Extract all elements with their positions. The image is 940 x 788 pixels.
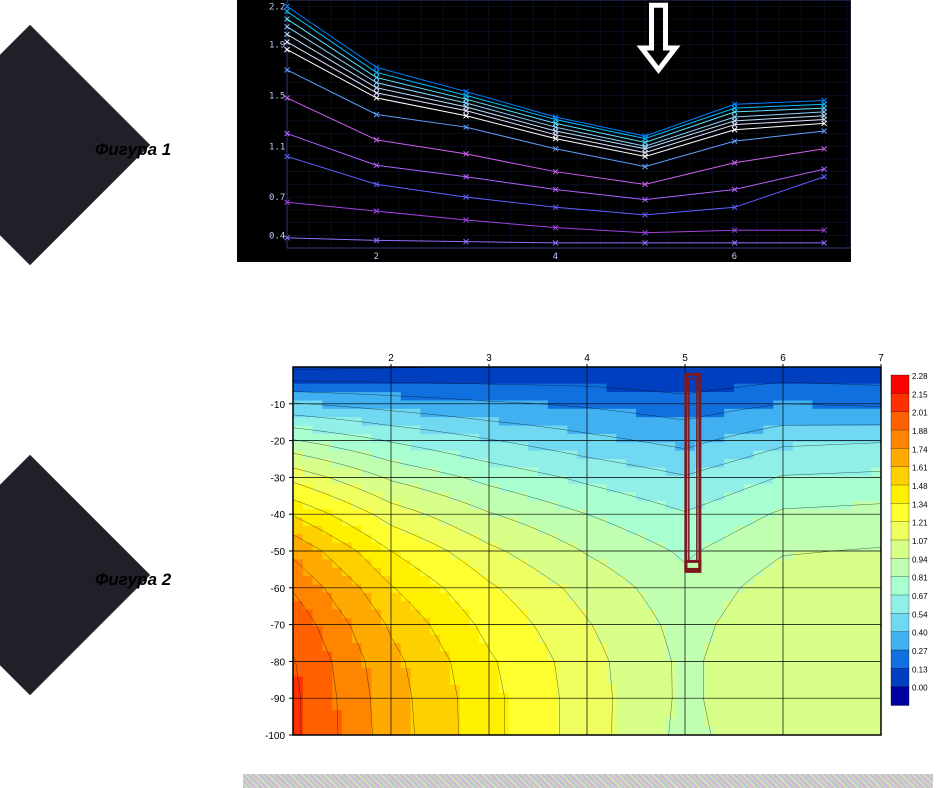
svg-text:2.15: 2.15 <box>912 390 928 399</box>
svg-text:0.54: 0.54 <box>912 610 928 619</box>
svg-text:1.88: 1.88 <box>912 427 928 436</box>
svg-text:6: 6 <box>732 252 737 262</box>
svg-text:4: 4 <box>553 252 558 262</box>
svg-text:2.28: 2.28 <box>912 372 928 381</box>
svg-text:5: 5 <box>682 353 688 364</box>
svg-text:1.9: 1.9 <box>269 41 285 51</box>
svg-text:-10: -10 <box>271 400 286 411</box>
svg-text:1.1: 1.1 <box>269 142 285 152</box>
svg-text:1.61: 1.61 <box>912 464 928 473</box>
svg-text:-20: -20 <box>271 437 286 448</box>
svg-text:-60: -60 <box>271 584 286 595</box>
figure-2-heatmap: 2 3 4 5 6 7 -10 -20 -30 -40 -50 -60 -70 -80 -90 -100 2.2… <box>237 345 939 741</box>
svg-text:7: 7 <box>878 353 884 364</box>
svg-text:0.27: 0.27 <box>912 647 928 656</box>
figure-1-label: Фигура 1 <box>95 140 171 160</box>
svg-text:-40: -40 <box>271 510 286 521</box>
svg-text:2.01: 2.01 <box>912 409 928 418</box>
svg-text:1.74: 1.74 <box>912 445 928 454</box>
svg-text:0.94: 0.94 <box>912 555 928 564</box>
svg-text:0.4: 0.4 <box>269 231 285 241</box>
svg-text:3: 3 <box>486 353 492 364</box>
svg-text:1.5: 1.5 <box>269 91 285 101</box>
svg-text:0.67: 0.67 <box>912 592 928 601</box>
figure-1-line-chart: 0.4 0.7 1.1 1.5 1.9 2.2 2 4 6 <box>237 0 851 262</box>
figure-1-svg: 0.4 0.7 1.1 1.5 1.9 2.2 2 4 6 <box>237 0 851 262</box>
svg-text:1.07: 1.07 <box>912 537 928 546</box>
svg-text:1.21: 1.21 <box>912 519 928 528</box>
svg-text:-100: -100 <box>265 731 285 741</box>
figure-2-label: Фигура 2 <box>95 570 171 590</box>
svg-text:-50: -50 <box>271 547 286 558</box>
svg-text:6: 6 <box>780 353 786 364</box>
svg-text:-30: -30 <box>271 473 286 484</box>
svg-text:0.7: 0.7 <box>269 193 285 203</box>
svg-text:2: 2 <box>388 353 394 364</box>
noise-strip <box>243 774 933 788</box>
svg-text:-90: -90 <box>271 694 286 705</box>
figure-2-svg: 2 3 4 5 6 7 -10 -20 -30 -40 -50 -60 -70 -80 -90 -100 2.2… <box>237 345 939 741</box>
svg-text:2.2: 2.2 <box>269 2 285 12</box>
svg-text:1.48: 1.48 <box>912 482 928 491</box>
svg-text:4: 4 <box>584 353 590 364</box>
svg-text:-80: -80 <box>271 657 286 668</box>
svg-text:1.34: 1.34 <box>912 500 928 509</box>
svg-text:0.81: 0.81 <box>912 574 928 583</box>
svg-text:0.40: 0.40 <box>912 629 928 638</box>
svg-text:0.13: 0.13 <box>912 665 928 674</box>
svg-text:2: 2 <box>374 252 379 262</box>
svg-text:0.00: 0.00 <box>912 684 928 693</box>
svg-text:-70: -70 <box>271 621 286 632</box>
